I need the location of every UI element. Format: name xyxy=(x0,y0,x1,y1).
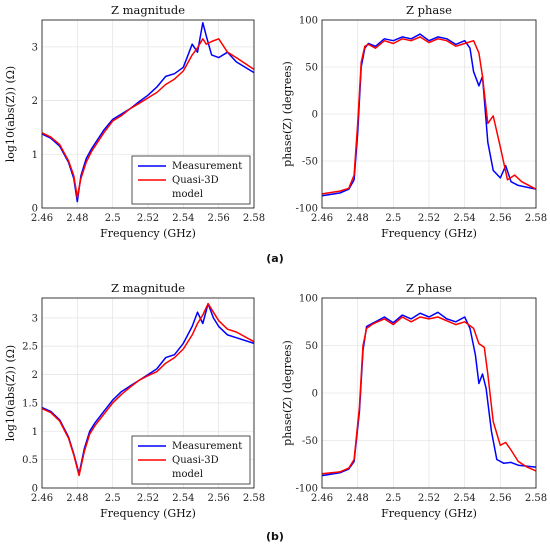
y-tick-label: 1 xyxy=(32,427,38,438)
x-axis-label: Frequency (GHz) xyxy=(100,227,196,240)
legend-label: model xyxy=(172,189,203,200)
series-line-model xyxy=(41,38,255,199)
legend-label: Quasi-3D xyxy=(172,175,219,186)
x-tick-label: 2.46 xyxy=(31,213,53,224)
y-tick-label: -50 xyxy=(302,157,318,168)
panel-label-b: (b) xyxy=(266,530,284,543)
chart-title: Z phase xyxy=(406,3,452,17)
legend-label: Measurement xyxy=(172,441,242,452)
series-line-model xyxy=(321,36,537,195)
x-tick-label: 2.48 xyxy=(347,493,369,504)
x-tick-label: 2.52 xyxy=(418,493,440,504)
chart-title: Z magnitude xyxy=(111,3,185,17)
y-tick-label: 0 xyxy=(32,204,38,215)
legend: Measurement Quasi-3D model xyxy=(131,435,251,485)
y-tick-label: 100 xyxy=(299,16,318,27)
y-axis-label: log10(abs(Z)) (Ω) xyxy=(4,345,17,441)
y-tick-label: 50 xyxy=(305,63,318,74)
x-tick-label: 2.52 xyxy=(418,213,440,224)
chart-b-z-phase: 2.46 2.48 2.5 2.52 2.54 2.56 2.58 -100 -50 0 50 100… xyxy=(281,281,547,520)
x-tick-label: 2.56 xyxy=(489,493,511,504)
x-tick-label: 2.56 xyxy=(489,213,511,224)
chart-title: Z magnitude xyxy=(111,281,185,295)
y-tick-label: 0.5 xyxy=(22,455,38,466)
chart-title: Z phase xyxy=(406,281,452,295)
legend-label: Quasi-3D xyxy=(172,455,219,466)
y-axis-label: phase(Z) (degrees) xyxy=(281,61,294,167)
y-tick-label: -100 xyxy=(296,204,318,215)
x-axis-label: Frequency (GHz) xyxy=(100,507,196,520)
y-tick-label: 50 xyxy=(305,341,318,352)
legend-label: Measurement xyxy=(172,161,242,172)
x-tick-label: 2.5 xyxy=(385,493,401,504)
x-axis-label: Frequency (GHz) xyxy=(381,227,477,240)
x-tick-label: 2.58 xyxy=(243,493,265,504)
y-axis-label: log10(abs(Z)) (Ω) xyxy=(4,66,17,162)
plot-frame xyxy=(321,297,537,489)
y-tick-label: -50 xyxy=(302,436,318,447)
x-tick-label: 2.54 xyxy=(172,213,194,224)
x-tick-label: 2.58 xyxy=(243,213,265,224)
x-tick-label: 2.5 xyxy=(105,493,121,504)
series-line-model xyxy=(41,302,255,477)
y-tick-label: 2 xyxy=(32,96,38,107)
x-tick-label: 2.5 xyxy=(385,213,401,224)
y-tick-label: 3 xyxy=(32,42,38,53)
legend: Measurement Quasi-3D model xyxy=(131,155,251,205)
x-tick-label: 2.52 xyxy=(137,213,159,224)
chart-a-z-phase: 2.46 2.48 2.5 2.52 2.54 2.56 2.58 -100 -50 0 50 100… xyxy=(281,3,547,240)
legend-label: model xyxy=(172,469,203,480)
y-tick-label: 100 xyxy=(299,294,318,305)
y-axis-label: phase(Z) (degrees) xyxy=(281,340,294,446)
plot-frame xyxy=(321,19,537,209)
x-tick-label: 2.54 xyxy=(454,493,476,504)
y-tick-label: 2.5 xyxy=(22,342,38,353)
y-tick-label: 1.5 xyxy=(22,398,38,409)
panel-label-a: (a) xyxy=(266,252,283,265)
x-axis-label: Frequency (GHz) xyxy=(381,507,477,520)
y-tick-label: 2 xyxy=(32,370,38,381)
x-tick-label: 2.58 xyxy=(525,213,547,224)
series-line-model xyxy=(321,316,537,475)
y-tick-label: 0 xyxy=(312,110,318,121)
x-tick-label: 2.46 xyxy=(311,493,333,504)
x-tick-label: 2.54 xyxy=(172,493,194,504)
x-tick-label: 2.48 xyxy=(347,213,369,224)
x-tick-label: 2.56 xyxy=(208,213,230,224)
chart-b-z-magnitude: 2.46 2.48 2.5 2.52 2.54 2.56 2.58 0 0.5 1 1.5 2 2.5 3… xyxy=(4,281,265,520)
plot-frame xyxy=(41,297,255,489)
chart-a-z-magnitude: 2.46 2.48 2.5 2.52 2.54 2.56 2.58 0 1 2 3 Z magnitu… xyxy=(4,3,265,240)
y-tick-label: 0 xyxy=(32,484,38,495)
x-tick-label: 2.48 xyxy=(66,493,88,504)
y-tick-label: -100 xyxy=(296,484,318,495)
x-tick-label: 2.46 xyxy=(31,493,53,504)
x-tick-label: 2.46 xyxy=(311,213,333,224)
y-tick-label: 0 xyxy=(312,389,318,400)
x-tick-label: 2.58 xyxy=(525,493,547,504)
plot-frame xyxy=(41,19,255,209)
x-tick-label: 2.48 xyxy=(66,213,88,224)
x-tick-label: 2.54 xyxy=(454,213,476,224)
x-tick-label: 2.5 xyxy=(105,213,121,224)
y-tick-label: 3 xyxy=(32,313,38,324)
x-tick-label: 2.56 xyxy=(208,493,230,504)
x-tick-label: 2.52 xyxy=(137,493,159,504)
y-tick-label: 1 xyxy=(32,150,38,161)
